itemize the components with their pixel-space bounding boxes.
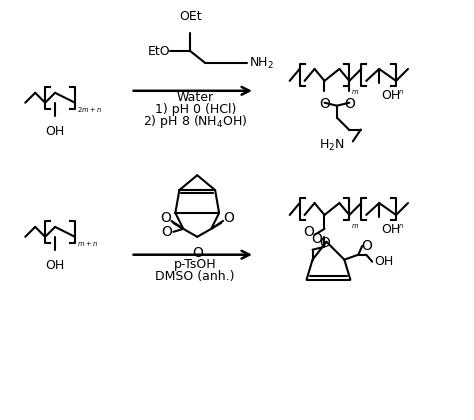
Text: $_{m+n}$: $_{m+n}$ [77, 239, 98, 249]
Text: O: O [192, 246, 203, 260]
Text: O: O [344, 97, 355, 111]
Text: O: O [303, 225, 314, 239]
Text: $_n$: $_n$ [398, 87, 404, 97]
Text: NH$_2$: NH$_2$ [249, 55, 274, 71]
Text: 1) pH 0 (HCl): 1) pH 0 (HCl) [155, 103, 236, 116]
Text: O: O [311, 232, 322, 246]
Text: OEt: OEt [179, 10, 201, 23]
Text: $_{2m+n}$: $_{2m+n}$ [77, 105, 102, 115]
Text: OH: OH [381, 89, 401, 102]
Text: O: O [224, 211, 235, 225]
Text: $_m$: $_m$ [351, 87, 360, 97]
Text: OH: OH [381, 223, 401, 236]
Text: $_m$: $_m$ [351, 221, 360, 231]
Text: DMSO (anh.): DMSO (anh.) [155, 270, 235, 283]
Text: OH: OH [374, 255, 393, 268]
Text: $_n$: $_n$ [398, 221, 404, 231]
Text: O: O [160, 211, 171, 225]
Text: p-TsOH: p-TsOH [174, 258, 217, 271]
Text: OH: OH [46, 125, 64, 138]
Text: EtO: EtO [148, 45, 170, 58]
Text: H$_2$N: H$_2$N [319, 138, 345, 153]
Text: Water: Water [177, 91, 214, 104]
Text: OH: OH [46, 259, 64, 272]
Text: O: O [319, 97, 330, 111]
Text: O: O [319, 236, 330, 250]
Text: 2) pH 8 (NH$_4$OH): 2) pH 8 (NH$_4$OH) [143, 113, 247, 130]
Text: O: O [161, 225, 172, 239]
Text: O: O [361, 239, 372, 253]
